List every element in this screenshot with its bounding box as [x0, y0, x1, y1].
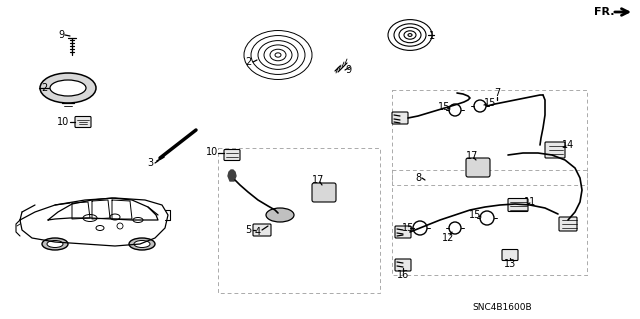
Ellipse shape [42, 238, 68, 250]
Text: 1: 1 [429, 31, 435, 41]
Text: 3: 3 [147, 158, 153, 168]
Text: 8: 8 [415, 173, 421, 183]
Text: 9: 9 [58, 30, 64, 40]
Text: 17: 17 [466, 151, 478, 161]
FancyBboxPatch shape [559, 217, 577, 231]
FancyBboxPatch shape [508, 198, 528, 211]
Text: 16: 16 [397, 270, 409, 280]
Ellipse shape [47, 241, 63, 248]
Text: 5: 5 [245, 225, 251, 235]
Bar [392, 90, 587, 185]
Text: 10: 10 [57, 117, 69, 127]
Text: 17: 17 [312, 175, 324, 185]
Text: 11: 11 [524, 197, 536, 207]
FancyBboxPatch shape [392, 112, 408, 124]
Text: 7: 7 [494, 88, 500, 98]
Text: 12: 12 [442, 233, 454, 243]
Ellipse shape [50, 80, 86, 96]
Text: 2: 2 [41, 83, 47, 93]
FancyBboxPatch shape [395, 259, 411, 271]
FancyBboxPatch shape [75, 116, 91, 128]
Bar [218, 148, 380, 293]
Text: 2: 2 [245, 57, 251, 67]
FancyBboxPatch shape [224, 150, 240, 160]
Ellipse shape [243, 30, 313, 80]
Polygon shape [228, 170, 236, 181]
Text: 15: 15 [469, 210, 481, 220]
Text: FR.: FR. [594, 7, 614, 17]
Text: SNC4B1600B: SNC4B1600B [472, 303, 532, 313]
Text: 10: 10 [206, 147, 218, 157]
Ellipse shape [266, 208, 294, 222]
Text: 15: 15 [484, 98, 496, 108]
FancyBboxPatch shape [253, 224, 271, 236]
Ellipse shape [134, 241, 150, 248]
Text: 15: 15 [402, 223, 414, 233]
FancyBboxPatch shape [395, 226, 411, 238]
Text: 13: 13 [504, 259, 516, 269]
FancyBboxPatch shape [312, 183, 336, 202]
Text: 14: 14 [562, 140, 574, 150]
Text: 15: 15 [438, 102, 450, 112]
FancyBboxPatch shape [545, 142, 565, 158]
Ellipse shape [40, 73, 96, 103]
FancyBboxPatch shape [466, 158, 490, 177]
Bar [392, 170, 587, 275]
Text: 4: 4 [255, 227, 261, 237]
FancyBboxPatch shape [502, 249, 518, 261]
Text: 9: 9 [345, 65, 351, 75]
Ellipse shape [129, 238, 155, 250]
